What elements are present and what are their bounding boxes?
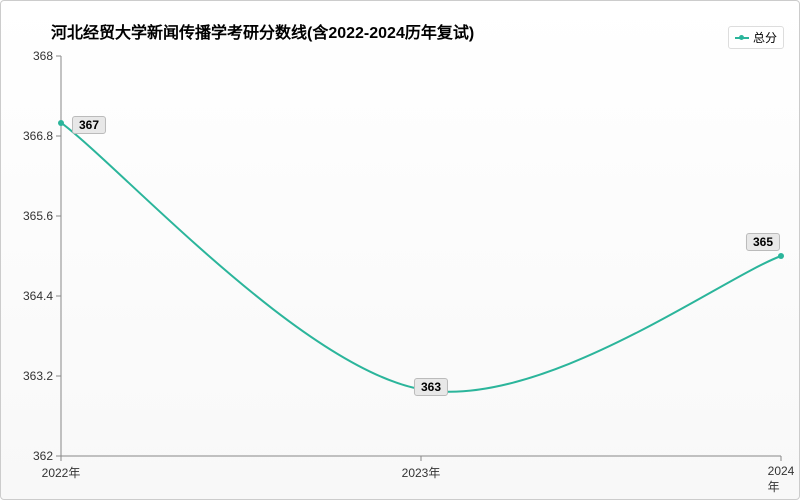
- series-line: [61, 123, 781, 392]
- y-tick-label: 363.2: [23, 369, 61, 383]
- chart-container: 河北经贸大学新闻传播学考研分数线(含2022-2024历年复试) 总分 3623…: [0, 0, 800, 500]
- plot-area: 362363.2364.4365.6366.8368 2022年2023年202…: [61, 56, 781, 456]
- legend-label: 总分: [753, 29, 777, 46]
- x-tick-label: 2023年: [402, 456, 441, 481]
- data-label: 367: [72, 116, 106, 134]
- x-tick-label: 2024年: [768, 456, 795, 495]
- x-tick-label: 2022年: [42, 456, 81, 481]
- y-tick-label: 366.8: [23, 129, 61, 143]
- y-tick-label: 364.4: [23, 289, 61, 303]
- y-tick-label: 365.6: [23, 209, 61, 223]
- data-label: 365: [746, 233, 780, 251]
- y-tick-marks: [56, 56, 61, 456]
- data-label: 363: [414, 378, 448, 396]
- data-point: [778, 253, 784, 259]
- chart-title: 河北经贸大学新闻传播学考研分数线(含2022-2024历年复试): [51, 19, 474, 43]
- y-tick-label: 368: [33, 49, 61, 63]
- legend: 总分: [728, 26, 784, 49]
- data-point: [58, 120, 64, 126]
- legend-marker: [735, 37, 749, 39]
